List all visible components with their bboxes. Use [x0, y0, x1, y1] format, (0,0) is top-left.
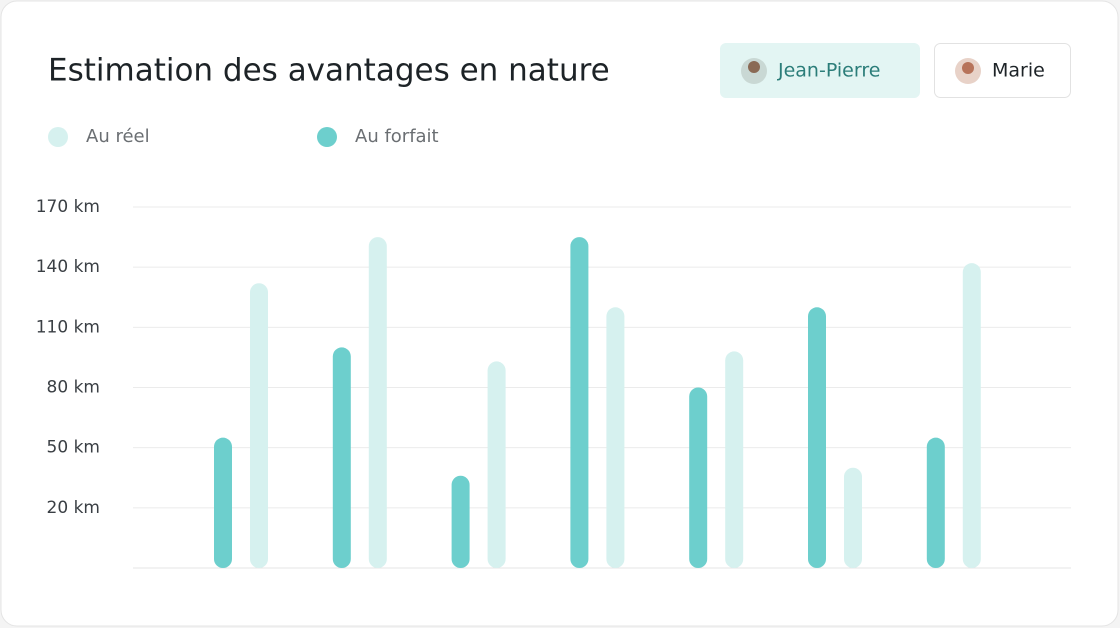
bar — [570, 237, 589, 569]
person-button[interactable]: Marie — [934, 43, 1071, 98]
y-tick-label: 20 km — [47, 498, 100, 518]
chart-title: Estimation des avantages en nature — [48, 53, 610, 89]
button-background[interactable] — [720, 43, 920, 98]
bar — [451, 475, 470, 568]
bar — [487, 361, 506, 568]
bar — [368, 237, 387, 569]
bar — [250, 283, 268, 568]
legend-swatch — [317, 127, 337, 147]
legend-label: Au réel — [86, 126, 150, 147]
bar — [844, 467, 862, 568]
bar — [689, 387, 708, 568]
person-label[interactable]: Marie — [992, 60, 1045, 82]
bar — [808, 307, 826, 568]
bar — [725, 351, 744, 568]
y-tick-label: 80 km — [47, 378, 100, 398]
y-tick-label: 110 km — [36, 317, 100, 337]
bar — [926, 437, 945, 568]
avatar-face — [748, 61, 760, 73]
y-tick-label: 140 km — [36, 257, 100, 277]
bar — [962, 263, 981, 568]
person-button[interactable]: Jean-Pierre — [720, 43, 920, 98]
bar — [214, 437, 232, 568]
button-background[interactable] — [934, 43, 1071, 98]
person-label[interactable]: Jean-Pierre — [777, 60, 880, 82]
avatar-face — [962, 62, 974, 74]
legend-label: Au forfait — [355, 126, 439, 147]
bar — [332, 347, 351, 568]
y-tick-label: 170 km — [36, 197, 100, 217]
bar — [606, 307, 625, 568]
y-tick-label: 50 km — [47, 438, 100, 458]
legend-swatch — [48, 127, 68, 147]
